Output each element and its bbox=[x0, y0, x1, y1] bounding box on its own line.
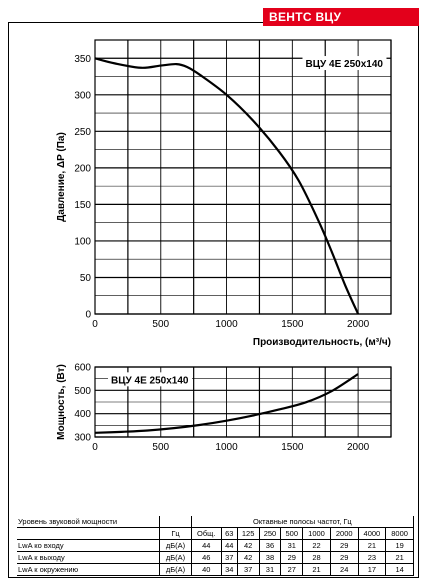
series-line bbox=[94, 373, 359, 434]
table-units-header: Гц bbox=[159, 527, 192, 540]
table-col-header: 2000 bbox=[329, 527, 359, 540]
cell: 22 bbox=[302, 539, 331, 552]
y-tick-label: 600 bbox=[74, 363, 91, 374]
row-unit: дБ(А) bbox=[159, 539, 192, 552]
y-tick-label: 350 bbox=[74, 54, 91, 65]
x-tick-label: 0 bbox=[92, 319, 98, 330]
plot-frame bbox=[94, 39, 392, 315]
x-tick-label: 500 bbox=[152, 319, 169, 330]
cell: 40 bbox=[190, 563, 222, 576]
table-col-header: 125 bbox=[236, 527, 260, 540]
table-col-header: 1000 bbox=[302, 527, 331, 540]
cell: 28 bbox=[302, 551, 331, 564]
y-tick-label: 150 bbox=[74, 200, 91, 211]
y-tick-label: 300 bbox=[74, 433, 91, 444]
y-axis-label: Давление, ΔP (Па) bbox=[56, 132, 67, 222]
table-title: Уровень звуковой мощности bbox=[17, 516, 161, 528]
x-tick-label: 2000 bbox=[347, 442, 370, 453]
cell: 31 bbox=[258, 563, 282, 576]
table-col-header: 250 bbox=[258, 527, 282, 540]
y-tick-label: 0 bbox=[85, 310, 91, 321]
x-tick-label: 1500 bbox=[281, 319, 304, 330]
annotation-label: ВЦУ 4Е 250х140 bbox=[305, 59, 383, 70]
y-tick-label: 100 bbox=[74, 236, 91, 247]
table-empty-unit bbox=[159, 516, 192, 528]
table-col-header: Общ. bbox=[190, 527, 222, 540]
cell: 14 bbox=[385, 563, 414, 576]
table-empty-label bbox=[17, 527, 161, 540]
sound-power-table: Уровень звуковой мощности Октавные полос… bbox=[17, 516, 415, 576]
cell: 37 bbox=[236, 563, 260, 576]
series-line bbox=[94, 57, 360, 315]
cell: 46 bbox=[190, 551, 222, 564]
cell: 29 bbox=[329, 539, 359, 552]
annotation-bg bbox=[108, 372, 192, 387]
cell: 44 bbox=[220, 539, 238, 552]
plot-frame bbox=[94, 366, 392, 438]
row-label: LwA к окружению bbox=[17, 563, 161, 576]
cell: 34 bbox=[220, 563, 238, 576]
row-unit: дБ(А) bbox=[159, 563, 192, 576]
cell: 42 bbox=[236, 539, 260, 552]
y-tick-label: 300 bbox=[74, 90, 91, 101]
cell: 36 bbox=[258, 539, 282, 552]
x-tick-label: 1000 bbox=[215, 319, 238, 330]
y-tick-label: 500 bbox=[74, 386, 91, 397]
annotation-bg bbox=[302, 56, 387, 71]
y-tick-label: 250 bbox=[74, 127, 91, 138]
x-tick-label: 500 bbox=[152, 442, 169, 453]
y-tick-label: 200 bbox=[74, 163, 91, 174]
x-tick-label: 1500 bbox=[281, 442, 304, 453]
page-frame bbox=[8, 22, 419, 578]
x-axis-label: Производительность, (м³/ч) bbox=[253, 337, 391, 348]
annotation-label: ВЦУ 4Е 250х140 bbox=[111, 375, 189, 386]
cell: 21 bbox=[302, 563, 331, 576]
cell: 29 bbox=[280, 551, 304, 564]
row-label: LwA ко входу bbox=[17, 539, 161, 552]
y-tick-label: 50 bbox=[80, 273, 92, 284]
cell: 44 bbox=[190, 539, 222, 552]
row-unit: дБ(А) bbox=[159, 551, 192, 564]
y-axis-label: Мощность, (Вт) bbox=[56, 364, 67, 440]
cell: 23 bbox=[357, 551, 387, 564]
table-col-header: 4000 bbox=[357, 527, 387, 540]
table-row: LwA к выходу дБ(А) 46 37 42 38 29 28 29 … bbox=[17, 551, 414, 564]
cell: 24 bbox=[329, 563, 359, 576]
x-tick-label: 2000 bbox=[347, 319, 370, 330]
cell: 42 bbox=[236, 551, 260, 564]
y-tick-label: 400 bbox=[74, 409, 91, 420]
pressure-chart: 0 50 100 150 200 250 300 350 0 500 1000 1500 2000 Дав… bbox=[56, 39, 392, 348]
table-band-title: Октавные полосы частот, Гц bbox=[190, 516, 415, 528]
x-tick-label: 1000 bbox=[215, 442, 238, 453]
table-col-header: 8000 bbox=[385, 527, 414, 540]
cell: 27 bbox=[280, 563, 304, 576]
row-label: LwA к выходу bbox=[17, 551, 161, 564]
cell: 38 bbox=[258, 551, 282, 564]
cell: 29 bbox=[329, 551, 359, 564]
power-chart: 300 400 500 600 0 500 1000 1500 2000 Мощность, (В… bbox=[56, 363, 392, 453]
table-col-header: 63 bbox=[220, 527, 238, 540]
cell: 37 bbox=[220, 551, 238, 564]
cell: 31 bbox=[280, 539, 304, 552]
table-col-header: 500 bbox=[280, 527, 304, 540]
cell: 21 bbox=[385, 551, 414, 564]
cell: 19 bbox=[385, 539, 414, 552]
cell: 21 bbox=[357, 539, 387, 552]
x-tick-label: 0 bbox=[92, 442, 98, 453]
table-row: LwA к окружению дБ(А) 40 34 37 31 27 21 … bbox=[17, 563, 414, 576]
cell: 17 bbox=[357, 563, 387, 576]
table-row: LwA ко входу дБ(А) 44 44 42 36 31 22 29 … bbox=[17, 539, 414, 552]
brand-label: ВЕНТС ВЦУ bbox=[263, 8, 419, 26]
